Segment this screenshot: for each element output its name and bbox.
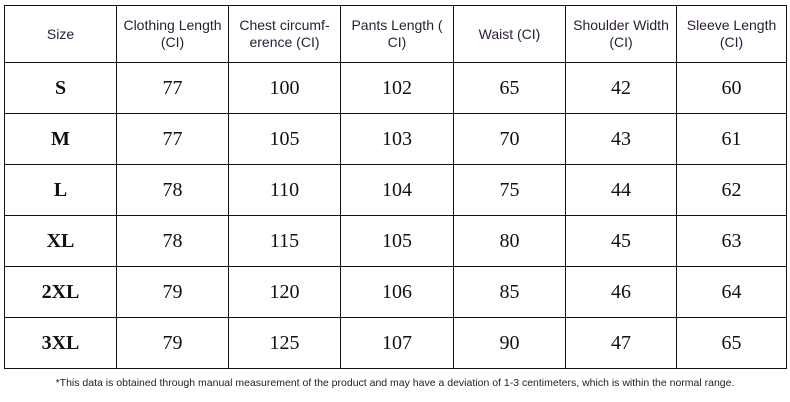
value-cell: 85 [453,266,566,318]
value-cell: 105 [340,215,454,267]
header-cell: Sleeve Length (CI) [676,5,787,63]
value-cell: 102 [340,62,454,114]
table-row: S 77 100 102 65 42 60 [4,62,787,114]
value-cell: 120 [228,266,341,318]
value-cell: 80 [453,215,566,267]
value-cell: 90 [453,317,566,369]
table-row: L 78 110 104 75 44 62 [4,164,787,216]
value-cell: 65 [676,317,787,369]
header-cell: Waist (CI) [453,5,566,63]
value-cell: 77 [116,62,229,114]
value-cell: 106 [340,266,454,318]
header-cell: Size [4,5,117,63]
footnote: *This data is obtained through manual me… [55,377,735,389]
value-cell: 46 [565,266,677,318]
value-cell: 65 [453,62,566,114]
value-cell: 79 [116,266,229,318]
size-table: Size Clothing Length (CI) Chest circumf- e… [4,5,787,369]
header-cell: Chest circumf- erence (CI) [228,5,341,63]
header-cell: Shoulder Width (CI) [565,5,677,63]
value-cell: 75 [453,164,566,216]
header-row: Size Clothing Length (CI) Chest circumf- e… [4,5,787,63]
value-cell: 107 [340,317,454,369]
table-row: 2XL 79 120 106 85 46 64 [4,266,787,318]
table-row: XL 78 115 105 80 45 63 [4,215,787,267]
value-cell: 103 [340,113,454,165]
value-cell: 42 [565,62,677,114]
value-cell: 63 [676,215,787,267]
header-cell: Clothing Length (CI) [116,5,229,63]
value-cell: 100 [228,62,341,114]
value-cell: 125 [228,317,341,369]
value-cell: 79 [116,317,229,369]
value-cell: 77 [116,113,229,165]
value-cell: 43 [565,113,677,165]
value-cell: 45 [565,215,677,267]
value-cell: 78 [116,215,229,267]
table-row: M 77 105 103 70 43 61 [4,113,787,165]
value-cell: 61 [676,113,787,165]
value-cell: 44 [565,164,677,216]
table-header: Size Clothing Length (CI) Chest circumf- e… [4,5,787,63]
size-cell: 3XL [4,317,117,369]
value-cell: 104 [340,164,454,216]
size-cell: 2XL [4,266,117,318]
size-cell: L [4,164,117,216]
value-cell: 62 [676,164,787,216]
size-cell: S [4,62,117,114]
value-cell: 105 [228,113,341,165]
value-cell: 70 [453,113,566,165]
value-cell: 64 [676,266,787,318]
table-body: S 77 100 102 65 42 60 M 77 105 103 70 43 61 L 78 110 104 7… [4,62,787,369]
value-cell: 110 [228,164,341,216]
value-cell: 78 [116,164,229,216]
size-cell: XL [4,215,117,267]
header-cell: Pants Length ( CI) [340,5,454,63]
value-cell: 115 [228,215,341,267]
value-cell: 47 [565,317,677,369]
table-row: 3XL 79 125 107 90 47 65 [4,317,787,369]
size-cell: M [4,113,117,165]
value-cell: 60 [676,62,787,114]
